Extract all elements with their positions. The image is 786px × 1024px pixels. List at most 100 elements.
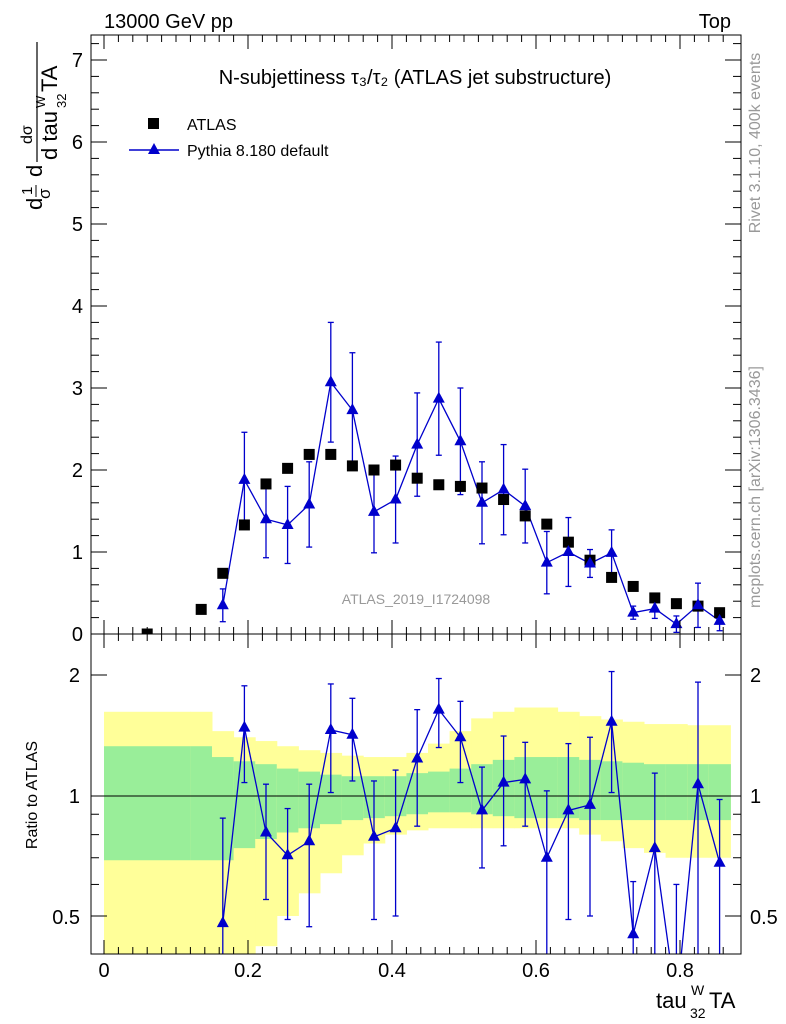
atlas-data-point [541,518,553,530]
pythia-data-point [562,545,575,556]
svg-text:d: d [22,165,47,177]
main-ytick-label: 6 [72,132,83,154]
pythia-data-point [411,437,424,449]
pythia-data-point [540,555,553,567]
pythia-data-point [368,504,380,516]
svg-text:1: 1 [19,187,36,195]
pythia-data-point [627,605,640,617]
ratio-ytick-label-right: 2 [750,665,761,687]
pythia-data-point [260,512,272,524]
xtick-label: 0 [98,960,109,982]
header-process-label: Top [699,11,731,33]
ratio-pythia-point [260,825,272,837]
svg-text:σ: σ [35,188,54,199]
ratio-pythia-point [648,841,661,853]
atlas-data-point [282,462,294,474]
svg-text:W: W [691,982,705,998]
atlas-data-point [627,580,639,592]
svg-text:32: 32 [54,94,69,108]
chart-title: N-subjettiness τ₃/τ₂ (ATLAS jet substruc… [219,67,612,89]
ratio-pythia-point [540,850,553,862]
analysis-watermark: ATLAS_2019_I1724098 [342,591,491,607]
ratio-pythia-point [432,702,445,714]
svg-text:d tau: d tau [37,111,62,160]
legend-label-atlas: ATLAS [187,117,237,134]
pythia-data-point [476,495,488,507]
atlas-data-point [606,571,618,583]
pythia-data-point [584,556,596,568]
ratio-band-inner [665,764,688,821]
ratio-uncertainty-bands [91,707,741,954]
atlas-data-point [498,494,510,506]
atlas-data-point [325,448,337,460]
pythia-data-point [238,472,251,484]
ratio-pythia-point [411,751,424,763]
ratio-pythia-point [368,829,380,841]
atlas-data-point [562,536,574,548]
ratio-pythia-point [497,775,510,787]
atlas-data-point [238,519,250,531]
atlas-data-point [260,478,272,490]
ratio-pythia-point [303,834,316,846]
svg-text:tau: tau [656,988,687,1013]
pythia-data-point [497,482,510,494]
tick-labels: 0 1 2 3 4 5 6 7 0.5 1 2 0.5 1 2 0 0.2 0.… [52,50,778,982]
ratio-band-inner [622,762,645,821]
ratio-pythia-point [692,777,704,789]
axis-ticks [91,35,741,954]
ratio-band-inner [428,771,451,813]
xtick-label: 0.8 [666,960,694,982]
rivet-version-label: Rivet 3.1.10, 400k events [747,53,764,234]
xtick-label: 0.2 [234,960,262,982]
ratio-pythia-point [562,803,575,815]
ratio-pythia-point [324,722,337,734]
atlas-data-point [649,592,661,604]
pythia-data-point [670,617,683,629]
main-ytick-label: 2 [72,460,83,482]
ratio-pythia-point [238,720,251,732]
ratio-band-inner [341,776,364,821]
ratio-pythia-point [346,727,359,739]
pythia-data-point [216,598,229,610]
ratio-band-inner [536,757,559,819]
ratio-pythia-point [281,848,294,860]
ratio-ylabel: Ratio to ATLAS [24,741,41,849]
ratio-ytick-label: 2 [69,665,80,687]
ratio-band-inner [708,764,731,821]
pythia-data-point [303,497,316,509]
atlas-data-point [390,459,402,471]
ratio-ytick-label: 0.5 [52,907,80,929]
ratio-pythia-point [216,916,229,928]
pythia-line [222,380,720,625]
pythia-data-point [519,499,532,511]
svg-text:dσ: dσ [19,125,36,144]
main-ytick-label: 4 [72,296,83,318]
atlas-data-point [476,482,488,494]
pythia-data-point [454,434,467,446]
ratio-pythia-point [454,730,467,742]
ratio-pythia-point [519,772,532,784]
atlas-data-point [519,510,531,522]
main-ytick-label: 3 [72,378,83,400]
ratio-frame [90,633,742,955]
legend: ATLAS Pythia 8.180 default [129,117,329,160]
main-ytick-label: 0 [72,624,83,646]
pythia-data-point [692,598,704,610]
atlas-data-point [303,448,315,460]
ratio-ytick-label-right: 1 [750,786,761,808]
ratio-pythia-point [605,714,618,726]
pythia-data-point [389,492,402,504]
header-energy-label: 13000 GeV pp [104,11,233,33]
main-plot-area [141,321,726,634]
main-ytick-label: 5 [72,214,83,236]
ratio-band-inner [212,757,235,861]
pythia-data-point [324,375,337,387]
ratio-band-inner [320,774,343,825]
legend-marker-atlas [148,118,159,129]
ratio-plot-area [216,670,726,954]
svg-text:TA: TA [709,988,736,1013]
pythia-data-point [281,517,294,529]
main-ylabel: 1 σ d d dσ d tau W 32 TA [19,42,69,210]
atlas-data-point [346,460,358,472]
